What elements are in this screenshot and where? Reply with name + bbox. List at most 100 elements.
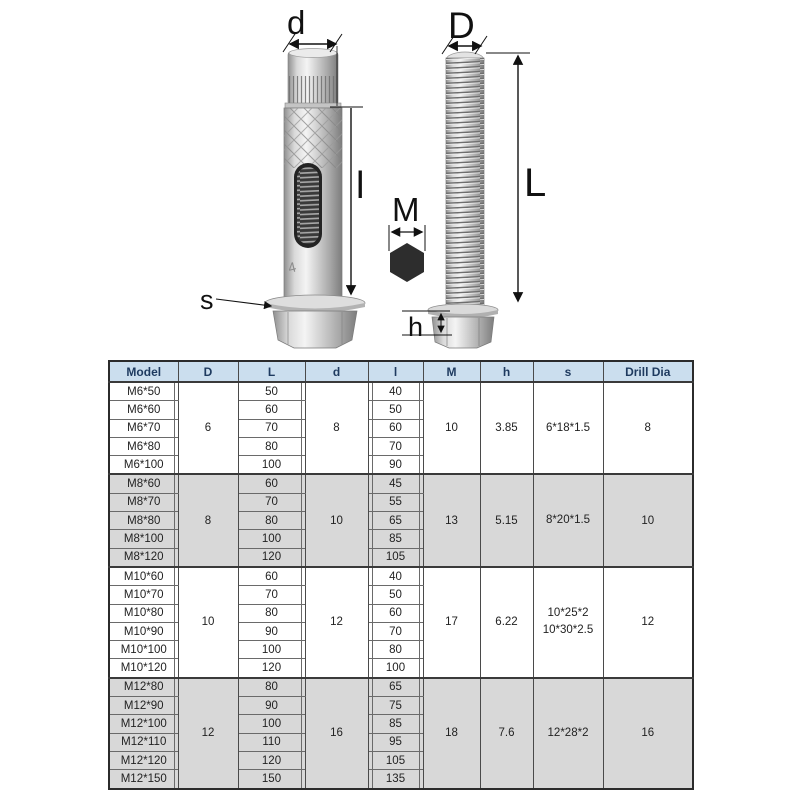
cell-sleeve-length: 65 bbox=[367, 676, 424, 698]
cell-outer-diameter: 6 bbox=[177, 380, 239, 475]
cell-outer-diameter: 8 bbox=[177, 473, 239, 567]
cell-model: M12*150 bbox=[108, 769, 179, 790]
cell-total-length: 100 bbox=[237, 714, 306, 734]
table-row: M12*90 90 75 bbox=[108, 696, 693, 716]
column-header-model: Model bbox=[108, 361, 179, 383]
cell-model: M8*100 bbox=[108, 529, 179, 549]
cell-total-length: 80 bbox=[237, 511, 306, 531]
cell-flange-size: 6*18*1.5 bbox=[532, 380, 604, 475]
dim-arrow-s bbox=[215, 298, 273, 310]
cell-head-height: 3.85 bbox=[479, 380, 534, 475]
table-row: M6*80 80 70 bbox=[108, 437, 693, 457]
table-row: M6*100 100 90 bbox=[108, 455, 693, 475]
table-row: M12*80 12 80 16 65 18 7.6 12*28*2 16 bbox=[108, 676, 694, 789]
cell-model: M6*100 bbox=[108, 455, 179, 475]
cell-sleeve-length: 70 bbox=[367, 622, 424, 642]
cell-sleeve-diameter: 8 bbox=[304, 380, 369, 475]
cell-sleeve-length: 80 bbox=[367, 640, 424, 660]
dim-label-h: h bbox=[408, 312, 423, 342]
cell-sleeve-length: 105 bbox=[367, 751, 424, 771]
cell-sleeve-length: 105 bbox=[367, 548, 424, 568]
cell-total-length: 70 bbox=[237, 493, 306, 513]
table-row: M12*120 120 105 bbox=[108, 751, 693, 771]
cell-total-length: 90 bbox=[237, 622, 306, 642]
cell-head-height: 6.22 bbox=[479, 565, 534, 678]
cell-sleeve-diameter: 12 bbox=[304, 565, 369, 678]
cell-sleeve-length: 45 bbox=[367, 473, 424, 494]
column-header-h: h bbox=[479, 361, 534, 383]
cell-total-length: 120 bbox=[237, 658, 306, 679]
cell-model: M12*100 bbox=[108, 714, 179, 734]
cell-sleeve-length: 40 bbox=[367, 381, 424, 402]
cell-sleeve-diameter: 10 bbox=[304, 473, 369, 567]
cell-model: M12*80 bbox=[108, 676, 179, 698]
column-header-d: D bbox=[177, 361, 239, 383]
cell-hex-size: 10 bbox=[422, 380, 481, 475]
table-row: M10*100 100 80 bbox=[108, 640, 693, 660]
cell-total-length: 150 bbox=[237, 769, 306, 790]
cell-model: M6*70 bbox=[108, 419, 179, 438]
cell-model: M10*100 bbox=[108, 640, 179, 660]
cell-total-length: 100 bbox=[237, 455, 306, 475]
table-row: M6*60 60 50 bbox=[108, 400, 693, 420]
table-row: M12*110 110 95 bbox=[108, 733, 693, 752]
cell-total-length: 100 bbox=[237, 529, 306, 549]
table-row: M10*60 10 60 12 40 17 6.22 10*25*2 10*30*2.5 12 bbox=[108, 565, 694, 678]
cell-total-length: 80 bbox=[237, 437, 306, 457]
cell-sleeve-length: 95 bbox=[367, 733, 424, 752]
table-row: M12*100 100 85 bbox=[108, 714, 693, 734]
cell-sleeve-length: 65 bbox=[367, 511, 424, 531]
table-row: M8*60 8 60 10 45 13 5.15 8*20*1.5 10 bbox=[108, 473, 694, 567]
cell-total-length: 90 bbox=[237, 696, 306, 716]
cell-total-length: 60 bbox=[237, 400, 306, 420]
hex-size-symbol: M bbox=[388, 191, 426, 282]
cell-sleeve-length: 60 bbox=[367, 419, 424, 438]
cell-sleeve-length: 55 bbox=[367, 493, 424, 513]
cell-sleeve-length: 40 bbox=[367, 565, 424, 587]
cell-sleeve-length: 50 bbox=[367, 585, 424, 605]
cell-total-length: 50 bbox=[237, 381, 306, 402]
cell-hex-size: 17 bbox=[422, 565, 481, 678]
anchor-dimension-lines bbox=[215, 33, 363, 310]
table-row: M8*80 80 65 bbox=[108, 511, 693, 531]
cell-sleeve-length: 50 bbox=[367, 400, 424, 420]
dim-label-L: L bbox=[524, 161, 546, 205]
cell-drill-diameter: 16 bbox=[602, 676, 694, 789]
dim-label-s: s bbox=[200, 285, 214, 315]
cell-hex-size: 18 bbox=[422, 676, 481, 789]
table-row: M6*50 6 50 8 40 10 3.85 6*18*1.5 8 bbox=[108, 380, 694, 475]
knurl-texture bbox=[289, 76, 337, 103]
dim-label-l: l bbox=[356, 165, 364, 207]
cell-drill-diameter: 10 bbox=[602, 473, 694, 567]
anchor-sleeve-photo: 4 bbox=[264, 48, 366, 349]
cell-model: M10*90 bbox=[108, 622, 179, 642]
cell-model: M12*110 bbox=[108, 733, 179, 752]
cell-model: M6*60 bbox=[108, 400, 179, 420]
dim-label-d: d bbox=[287, 4, 305, 41]
cell-sleeve-length: 85 bbox=[367, 529, 424, 549]
spec-table-body: M6*50 6 50 8 40 10 3.85 6*18*1.5 8 M6*60 60 50 M6*70… bbox=[108, 380, 694, 790]
cell-total-length: 120 bbox=[237, 548, 306, 568]
cell-sleeve-length: 90 bbox=[367, 455, 424, 475]
cell-sleeve-diameter: 16 bbox=[304, 676, 369, 789]
cell-outer-diameter: 12 bbox=[177, 676, 239, 789]
cell-sleeve-length: 135 bbox=[367, 769, 424, 790]
table-row: M8*100 100 85 bbox=[108, 529, 693, 549]
cell-total-length: 120 bbox=[237, 751, 306, 771]
table-row: M12*150 150 135 bbox=[108, 769, 693, 790]
cell-sleeve-length: 70 bbox=[367, 437, 424, 457]
cell-total-length: 60 bbox=[237, 565, 306, 587]
cell-total-length: 100 bbox=[237, 640, 306, 660]
cell-total-length: 70 bbox=[237, 585, 306, 605]
column-header-d: d bbox=[304, 361, 369, 383]
column-header-s: s bbox=[532, 361, 604, 383]
column-header-l: l bbox=[367, 361, 424, 383]
body-stamp: 4 bbox=[286, 259, 298, 276]
cell-model: M8*80 bbox=[108, 511, 179, 531]
anchor-hex-head bbox=[272, 310, 358, 349]
table-row: M8*70 70 55 bbox=[108, 493, 693, 513]
crosshatch-texture bbox=[284, 108, 342, 168]
